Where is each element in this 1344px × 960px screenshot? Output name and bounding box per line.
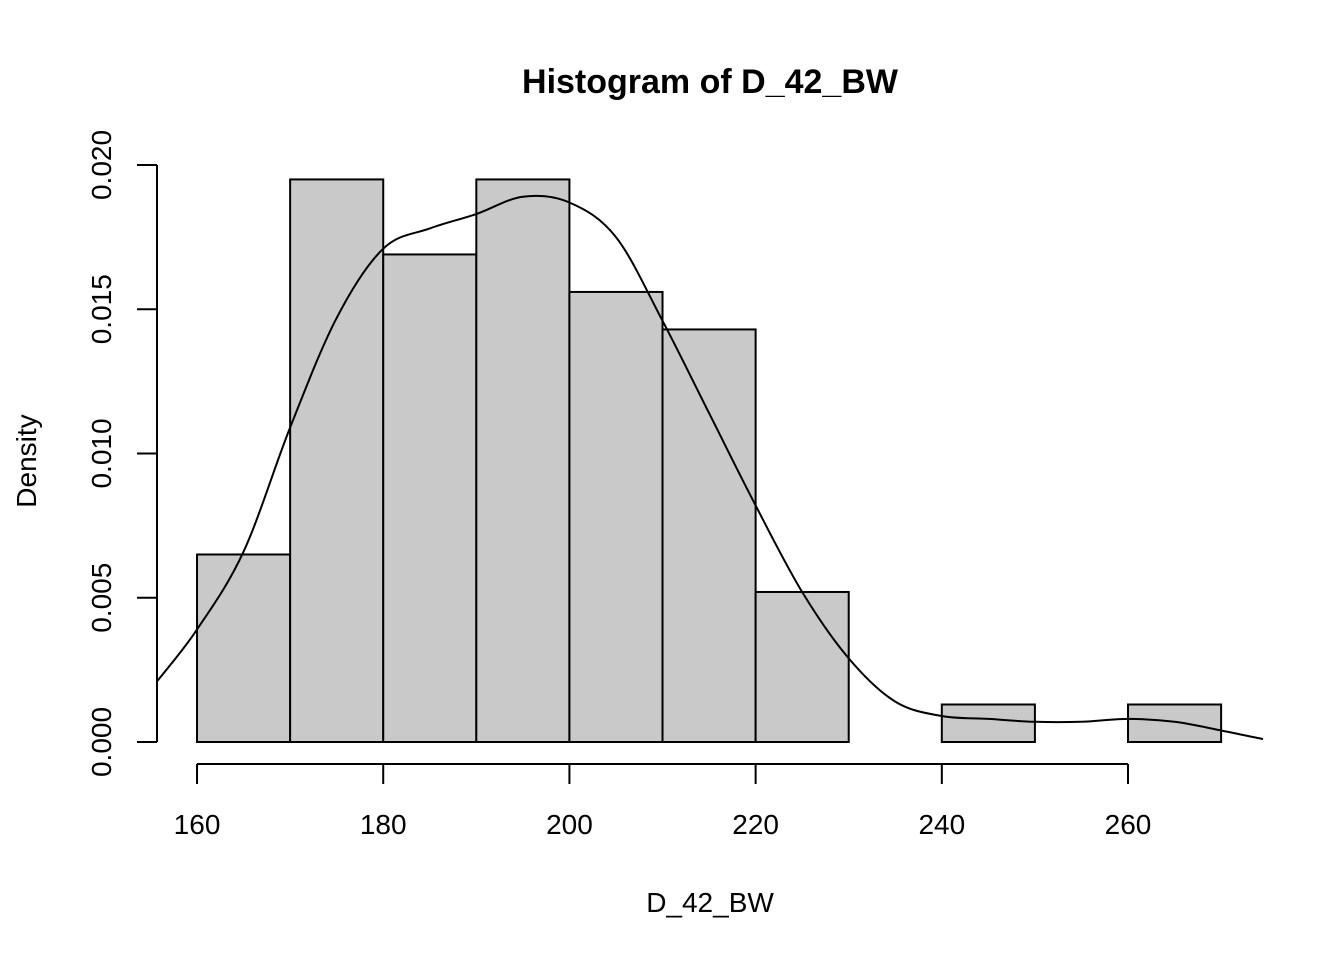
histogram-bar-260-270 [1127,703,1223,743]
x-tick-label: 260 [1105,809,1152,840]
chart-title: Histogram of D_42_BW [522,63,899,101]
histogram-bar-160-170 [196,553,292,743]
histogram-bar-170-180 [289,178,385,743]
x-tick-label: 160 [174,809,221,840]
y-tick-label: 0.000 [86,707,117,777]
x-axis-label: D_42_BW [646,887,774,918]
y-tick-label: 0.010 [86,418,117,488]
histogram-bar-210-220 [661,328,757,743]
x-tick-label: 200 [546,809,593,840]
histogram-bar-180-190 [382,253,478,743]
y-tick-label: 0.005 [86,563,117,633]
y-axis-label: Density [11,414,42,507]
x-axis: 160 180 200 220 240 260 [174,763,1152,840]
density-curve [156,194,1264,741]
histogram-bar-200-210 [568,290,664,743]
histogram-bar-240-250 [940,703,1036,743]
x-tick-label: 180 [360,809,407,840]
histogram-bar-190-200 [475,178,571,743]
x-tick-label: 220 [732,809,779,840]
histogram-bar-220-230 [754,590,850,743]
x-tick-label: 240 [918,809,965,840]
y-tick-label: 0.015 [86,274,117,344]
y-axis: 0.000 0.005 0.010 0.015 0.020 [86,130,158,777]
histogram-bars [196,178,1223,743]
y-tick-label: 0.020 [86,130,117,200]
